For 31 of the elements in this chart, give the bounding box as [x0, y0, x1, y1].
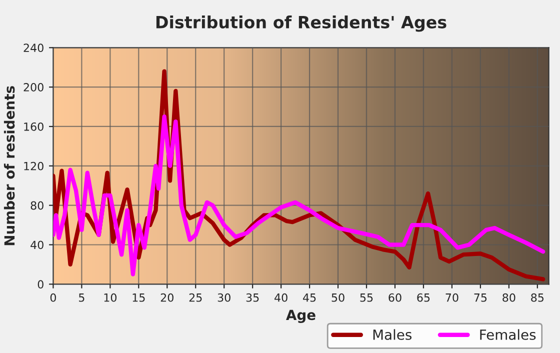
- y-tick-label: 80: [30, 201, 44, 210]
- y-tick-label: 160: [24, 122, 44, 131]
- x-tick-label: 25: [189, 293, 202, 302]
- x-tick-label: 75: [474, 294, 487, 302]
- x-tick-label: 15: [132, 294, 145, 302]
- x-tick-label: 10: [104, 293, 116, 302]
- x-tick-label: 65: [417, 293, 430, 302]
- legend-label: Females: [480, 329, 536, 340]
- y-axis-title: Number of residents: [4, 86, 15, 246]
- x-tick-label: 85: [531, 293, 544, 302]
- y-tick-label: 240: [24, 44, 44, 52]
- x-tick-label: 70: [446, 293, 458, 302]
- x-tick-label: 55: [360, 294, 373, 302]
- x-tick-label: 20: [160, 293, 174, 302]
- line-series: [53, 114, 546, 276]
- chart-title: Distribution of Residents' Ages: [156, 16, 446, 32]
- y-tick-label: 200: [24, 83, 44, 92]
- y-tick-label: 40: [30, 240, 44, 250]
- x-tick-label: 80: [502, 293, 516, 302]
- x-tick-label: 5: [79, 294, 84, 302]
- x-tick-label: 50: [332, 293, 344, 302]
- x-tick-label: 35: [246, 293, 259, 302]
- x-tick-label: 40: [274, 293, 288, 302]
- legend-label: Males: [373, 329, 412, 340]
- x-tick-label: 30: [218, 293, 230, 302]
- x-tick-label: 0: [50, 293, 56, 302]
- x-axis-title: Age: [286, 310, 316, 323]
- y-tick-label: 0: [38, 280, 44, 289]
- y-tick-label: 120: [24, 162, 44, 170]
- x-tick-label: 60: [388, 293, 402, 302]
- x-tick-label: 45: [303, 294, 316, 302]
